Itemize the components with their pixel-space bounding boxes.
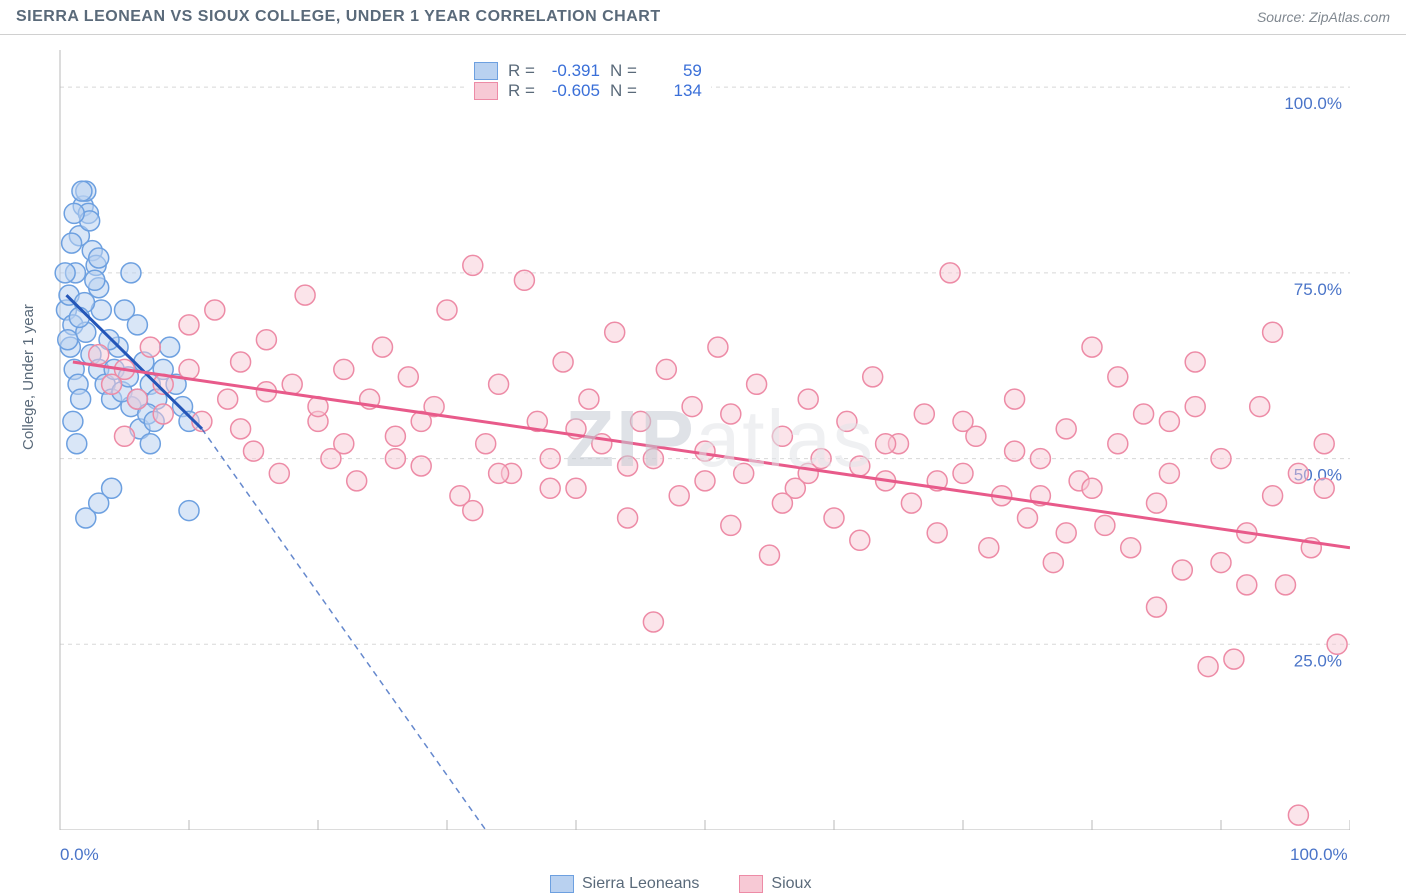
n-value: 59 (647, 61, 702, 81)
legend-item: Sioux (739, 875, 811, 893)
x-axis-min-label: 0.0% (60, 845, 99, 865)
legend-swatch (739, 875, 763, 893)
r-label: R = (508, 61, 535, 81)
x-axis-max-label: 100.0% (1290, 845, 1348, 865)
correlation-legend: R = -0.391 N = 59 R = -0.605 N = 134 (465, 56, 711, 106)
series-legend: Sierra Leoneans Sioux (550, 875, 811, 893)
n-value: 134 (647, 81, 702, 101)
legend-swatch (474, 82, 498, 100)
r-value: -0.391 (545, 61, 600, 81)
chart-title: SIERRA LEONEAN VS SIOUX COLLEGE, UNDER 1… (16, 8, 661, 26)
legend-stats-row: R = -0.391 N = 59 (474, 61, 702, 81)
legend-label: Sierra Leoneans (582, 875, 699, 893)
legend-swatch (474, 62, 498, 80)
n-label: N = (610, 81, 637, 101)
legend-stats-row: R = -0.605 N = 134 (474, 81, 702, 101)
r-label: R = (508, 81, 535, 101)
legend-item: Sierra Leoneans (550, 875, 699, 893)
legend-swatch (550, 875, 574, 893)
n-label: N = (610, 61, 637, 81)
scatter-plot: 25.0%50.0%75.0%100.0% (50, 50, 1350, 830)
source-label: Source: ZipAtlas.com (1257, 9, 1390, 25)
y-axis-label: College, Under 1 year (20, 304, 37, 450)
svg-text:75.0%: 75.0% (1294, 280, 1342, 299)
title-bar: SIERRA LEONEAN VS SIOUX COLLEGE, UNDER 1… (0, 0, 1406, 35)
legend-label: Sioux (771, 875, 811, 893)
r-value: -0.605 (545, 81, 600, 101)
chart-area: College, Under 1 year 25.0%50.0%75.0%100… (50, 50, 1390, 860)
svg-text:100.0%: 100.0% (1284, 94, 1342, 113)
